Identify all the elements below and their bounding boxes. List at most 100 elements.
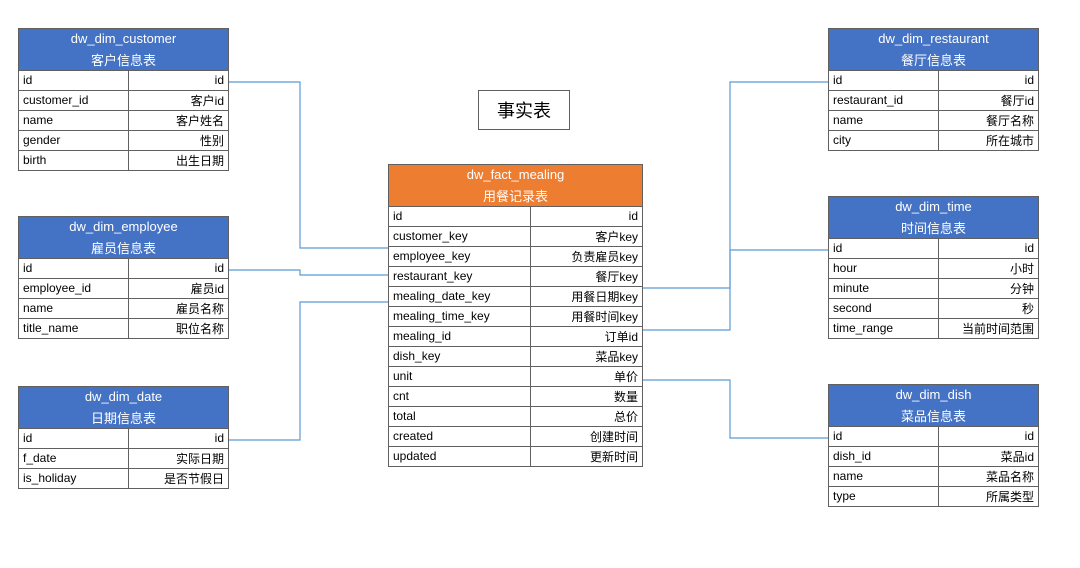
dim-dish-table: dw_dim_dish菜品信息表ididdish_id菜品idname菜品名称t…	[828, 384, 1039, 507]
dim-date-col-cn: id	[129, 428, 229, 448]
fact-mealing-col-en: unit	[389, 366, 531, 386]
edge-5	[642, 380, 828, 438]
dim-time-table: dw_dim_time时间信息表ididhour小时minute分钟second…	[828, 196, 1039, 339]
fact-mealing-title-cn: 用餐记录表	[389, 185, 643, 207]
dim-time-col-cn: 分钟	[939, 278, 1039, 298]
dim-restaurant-title-en: dw_dim_restaurant	[829, 29, 1039, 49]
table-row: f_date实际日期	[19, 448, 229, 468]
fact-mealing-col-cn: 单价	[531, 366, 643, 386]
table-row: minute分钟	[829, 278, 1039, 298]
dim-date-table: dw_dim_date日期信息表ididf_date实际日期is_holiday…	[18, 386, 229, 489]
dim-restaurant-col-en: name	[829, 110, 939, 130]
dim-restaurant-col-cn: 餐厅名称	[939, 110, 1039, 130]
dim-dish-title-cn: 菜品信息表	[829, 405, 1039, 427]
dim-employee-col-cn: 职位名称	[129, 318, 229, 338]
fact-mealing-col-en: restaurant_key	[389, 266, 531, 286]
table-row: is_holiday是否节假日	[19, 468, 229, 488]
table-row: unit单价	[389, 366, 643, 386]
dim-dish-col-en: dish_id	[829, 446, 939, 466]
dim-date-col-en: f_date	[19, 448, 129, 468]
fact-mealing-col-cn: 菜品key	[531, 346, 643, 366]
table-row: name雇员名称	[19, 298, 229, 318]
table-row: time_range当前时间范围	[829, 318, 1039, 338]
dim-customer-col-cn: 客户姓名	[129, 110, 229, 130]
fact-mealing-col-en: mealing_time_key	[389, 306, 531, 326]
dim-restaurant-col-cn: id	[939, 70, 1039, 90]
dim-time-col-en: second	[829, 298, 939, 318]
table-row: mealing_time_key用餐时间key	[389, 306, 643, 326]
dim-restaurant-title-cn: 餐厅信息表	[829, 49, 1039, 71]
table-row: idid	[829, 70, 1039, 90]
dim-time-col-cn: 当前时间范围	[939, 318, 1039, 338]
edge-2	[228, 302, 388, 440]
table-row: idid	[19, 70, 229, 90]
table-row: type所属类型	[829, 486, 1039, 506]
fact-label-box: 事实表	[478, 90, 570, 130]
fact-mealing-col-en: mealing_id	[389, 326, 531, 346]
dim-dish-title-en: dw_dim_dish	[829, 385, 1039, 405]
fact-mealing-col-cn: 餐厅key	[531, 266, 643, 286]
dim-restaurant-col-en: id	[829, 70, 939, 90]
table-row: dish_key菜品key	[389, 346, 643, 366]
table-row: name客户姓名	[19, 110, 229, 130]
dim-dish-col-cn: id	[939, 426, 1039, 446]
dim-time-col-en: hour	[829, 258, 939, 278]
table-row: mealing_id订单id	[389, 326, 643, 346]
table-row: second秒	[829, 298, 1039, 318]
dim-time-col-cn: id	[939, 238, 1039, 258]
dim-customer-col-cn: 性别	[129, 130, 229, 150]
dim-employee-col-en: employee_id	[19, 278, 129, 298]
dim-date-title-cn: 日期信息表	[19, 407, 229, 429]
dim-dish-col-cn: 菜品id	[939, 446, 1039, 466]
dim-employee-col-en: id	[19, 258, 129, 278]
dim-customer-col-en: id	[19, 70, 129, 90]
table-row: employee_id雇员id	[19, 278, 229, 298]
dim-employee-title-cn: 雇员信息表	[19, 237, 229, 259]
table-row: idid	[19, 428, 229, 448]
table-row: total总价	[389, 406, 643, 426]
dim-customer-col-en: customer_id	[19, 90, 129, 110]
dim-time-col-cn: 秒	[939, 298, 1039, 318]
table-row: title_name职位名称	[19, 318, 229, 338]
fact-mealing-table: dw_fact_mealing用餐记录表ididcustomer_key客户ke…	[388, 164, 643, 467]
fact-mealing-col-cn: id	[531, 206, 643, 226]
table-row: employee_key负责雇员key	[389, 246, 643, 266]
edge-1	[228, 270, 388, 275]
dim-restaurant-col-cn: 餐厅id	[939, 90, 1039, 110]
dim-time-col-en: id	[829, 238, 939, 258]
table-row: idid	[829, 238, 1039, 258]
fact-mealing-col-cn: 客户key	[531, 226, 643, 246]
dim-employee-col-en: name	[19, 298, 129, 318]
table-row: dish_id菜品id	[829, 446, 1039, 466]
edge-4	[642, 250, 828, 330]
fact-mealing-col-en: dish_key	[389, 346, 531, 366]
dim-dish-col-en: name	[829, 466, 939, 486]
table-row: updated更新时间	[389, 446, 643, 466]
fact-mealing-col-en: customer_key	[389, 226, 531, 246]
er-diagram-canvas: 事实表 dw_dim_customer客户信息表ididcustomer_id客…	[0, 0, 1080, 568]
dim-restaurant-table: dw_dim_restaurant餐厅信息表ididrestaurant_id餐…	[828, 28, 1039, 151]
fact-mealing-col-cn: 数量	[531, 386, 643, 406]
dim-customer-col-cn: 客户id	[129, 90, 229, 110]
dim-time-title-en: dw_dim_time	[829, 197, 1039, 217]
fact-mealing-col-cn: 用餐时间key	[531, 306, 643, 326]
fact-mealing-col-cn: 订单id	[531, 326, 643, 346]
dim-customer-col-cn: id	[129, 70, 229, 90]
fact-mealing-col-en: mealing_date_key	[389, 286, 531, 306]
table-row: gender性别	[19, 130, 229, 150]
dim-date-title-en: dw_dim_date	[19, 387, 229, 407]
dim-date-col-cn: 实际日期	[129, 448, 229, 468]
dim-time-col-en: minute	[829, 278, 939, 298]
edge-3	[642, 82, 828, 288]
table-row: birth出生日期	[19, 150, 229, 170]
dim-customer-col-en: birth	[19, 150, 129, 170]
dim-date-col-en: id	[19, 428, 129, 448]
table-row: idid	[19, 258, 229, 278]
fact-mealing-col-en: employee_key	[389, 246, 531, 266]
dim-customer-col-en: gender	[19, 130, 129, 150]
fact-mealing-title-en: dw_fact_mealing	[389, 165, 643, 185]
dim-employee-col-cn: id	[129, 258, 229, 278]
table-row: created创建时间	[389, 426, 643, 446]
table-row: hour小时	[829, 258, 1039, 278]
table-row: idid	[389, 206, 643, 226]
